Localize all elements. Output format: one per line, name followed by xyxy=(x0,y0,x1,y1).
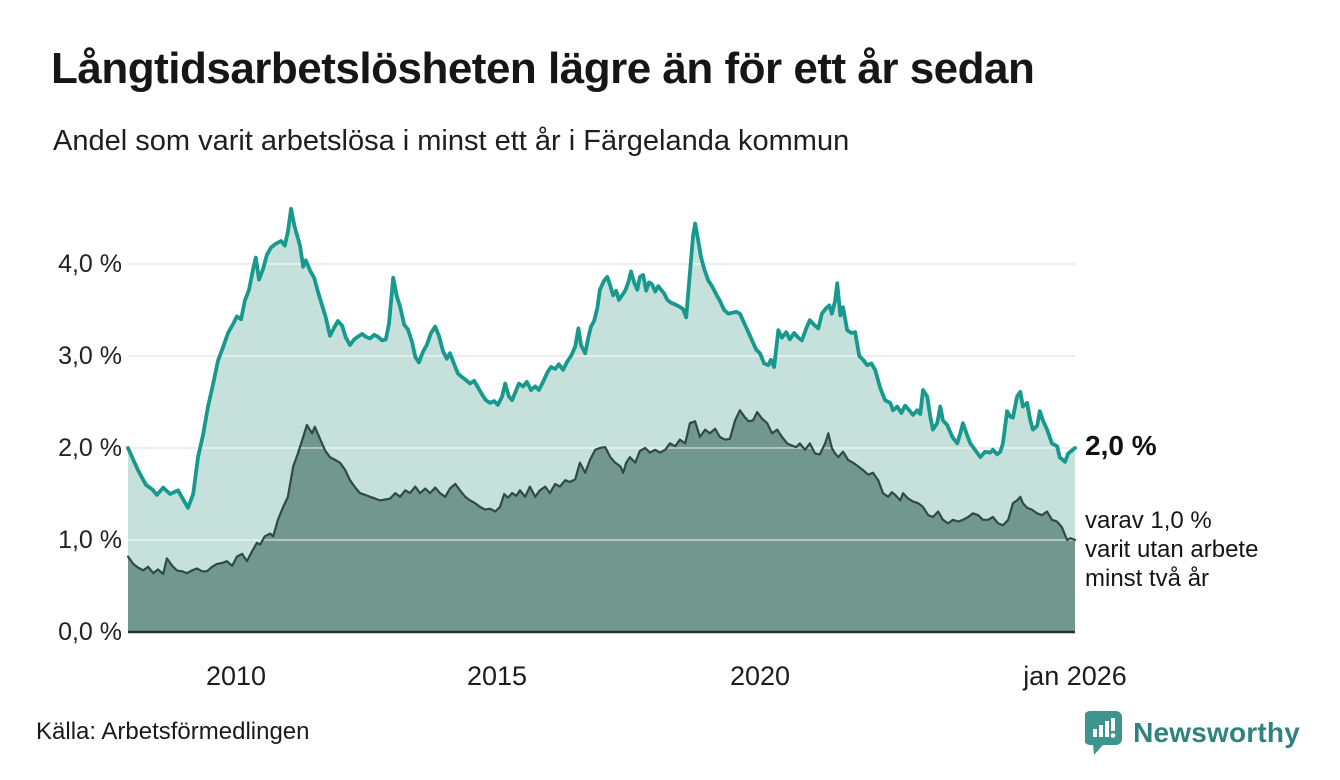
y-tick-label-3: 3,0 % xyxy=(58,342,122,370)
two-year-annotation: varav 1,0 % varit utan arbete minst två … xyxy=(1085,506,1258,593)
x-tick-label-2010: 2010 xyxy=(205,661,267,691)
x-tick-label-2020: 2020 xyxy=(729,661,791,691)
series-two-year-area xyxy=(128,410,1075,632)
y-tick-label-0: 0,0 % xyxy=(58,618,122,646)
newsworthy-logo-text: Newsworthy xyxy=(1133,717,1300,748)
x-tick-label-2015: 2015 xyxy=(466,661,528,691)
total-value-annotation: 2,0 % xyxy=(1085,430,1157,461)
series-two-year-line xyxy=(126,409,1077,576)
two-year-annotation-line-2: varit utan arbete xyxy=(1085,536,1259,563)
y-tick-label-4: 4,0 % xyxy=(58,250,122,278)
y-tick-label-2: 2,0 % xyxy=(58,434,122,462)
y-tick-label-1: 1,0 % xyxy=(58,526,122,554)
two-year-annotation-line-3: minst två år xyxy=(1085,565,1210,592)
two-year-annotation-line-1: varav 1,0 % xyxy=(1085,507,1212,534)
newsworthy-brand: Newsworthy xyxy=(1084,710,1300,756)
source-note: Källa: Arbetsförmedlingen xyxy=(36,718,310,745)
chart-subtitle: Andel som varit arbetslösa i minst ett å… xyxy=(53,125,850,157)
newsworthy-logo-icon xyxy=(1084,710,1123,756)
x-tick-label-jan-2026: jan 2026 xyxy=(1023,661,1127,691)
page-title: Långtidsarbetslösheten lägre än för ett … xyxy=(51,44,1035,93)
series-one-year-line xyxy=(126,206,1077,510)
